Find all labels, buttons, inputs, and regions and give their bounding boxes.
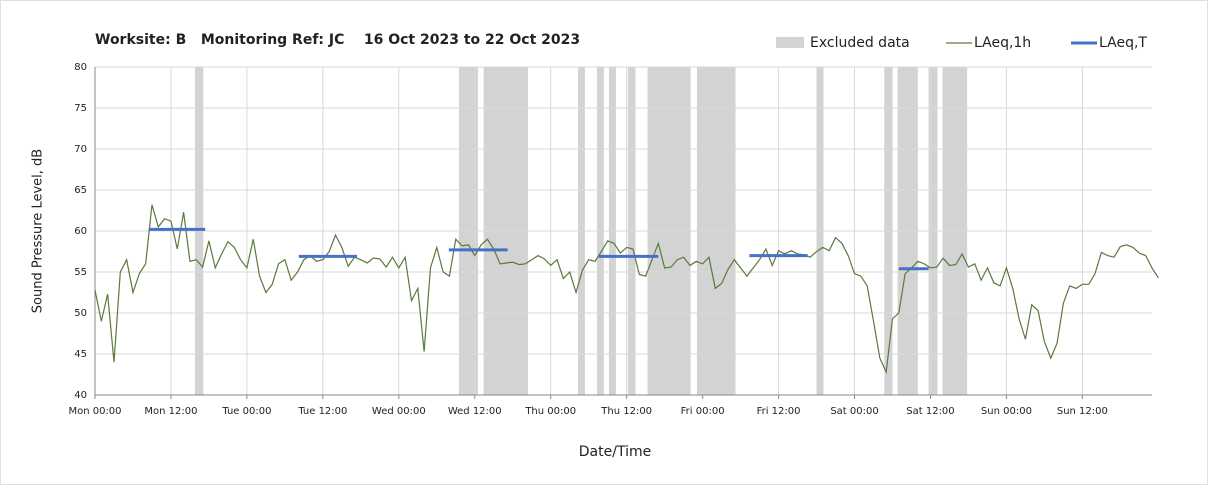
legend-swatch [776, 37, 804, 48]
x-tick-label: Thu 00:00 [524, 406, 576, 417]
legend-label: Excluded data [810, 35, 910, 51]
x-tick-label: Wed 00:00 [372, 406, 426, 417]
y-tick-label: 50 [74, 308, 87, 319]
x-tick-label: Sun 00:00 [981, 406, 1032, 417]
y-axis-label: Sound Pressure Level, dB [31, 149, 46, 313]
x-tick-label: Mon 00:00 [68, 406, 121, 417]
x-tick-label: Fri 12:00 [757, 406, 801, 417]
x-tick-label: Fri 00:00 [681, 406, 725, 417]
x-tick-label: Tue 12:00 [297, 406, 347, 417]
y-tick-label: 65 [74, 185, 87, 196]
y-tick-label: 60 [74, 226, 87, 237]
x-tick-label: Sat 12:00 [906, 406, 954, 417]
x-axis-label: Date/Time [579, 444, 651, 460]
chart-title: Worksite: B Monitoring Ref: JC 16 Oct 20… [95, 32, 580, 48]
series-line [94, 204, 1159, 375]
y-tick-label: 75 [74, 103, 87, 114]
legend-label: LAeq,1h [974, 35, 1031, 51]
y-tick-label: 80 [74, 62, 87, 73]
x-tick-label: Thu 12:00 [600, 406, 652, 417]
x-tick-label: Mon 12:00 [144, 406, 197, 417]
y-tick-label: 40 [74, 390, 87, 401]
x-tick-label: Wed 12:00 [448, 406, 502, 417]
x-tick-label: Sun 12:00 [1057, 406, 1108, 417]
y-tick-label: 45 [74, 349, 87, 360]
y-tick-label: 55 [74, 267, 87, 278]
y-tick-label: 70 [74, 144, 87, 155]
x-tick-label: Tue 00:00 [221, 406, 271, 417]
legend-label: LAeq,T [1099, 35, 1147, 51]
x-tick-label: Sat 00:00 [830, 406, 878, 417]
